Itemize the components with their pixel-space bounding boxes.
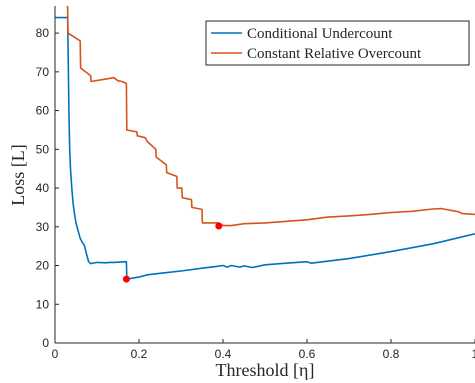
x-tick-label: 1 <box>472 347 475 361</box>
x-tick-label: 0.2 <box>131 347 148 361</box>
y-tick-label: 40 <box>36 181 50 195</box>
y-tick-label: 70 <box>36 65 50 79</box>
series-line-conditional-undercount <box>55 16 475 280</box>
y-tick-label: 80 <box>36 26 50 40</box>
x-axis-label: Threshold [η] <box>216 360 315 380</box>
marker-layer <box>122 222 223 283</box>
minimum-point-marker-conditional-undercount <box>122 275 130 283</box>
legend-label-conditional-undercount: Conditional Undercount <box>247 26 393 42</box>
series-line-constant-relative-overcount <box>66 5 475 227</box>
x-tick-label: 0.8 <box>383 347 400 361</box>
x-tick-label: 0.6 <box>299 347 316 361</box>
legend: Conditional Undercount Constant Relative… <box>205 20 470 66</box>
minimum-point-marker-constant-relative-overcount <box>215 222 223 230</box>
y-tick-label: 50 <box>36 142 50 156</box>
tick-layer: 00.20.40.60.8101020304050607080 <box>36 26 475 361</box>
y-axis-label: Loss [L] <box>8 144 28 206</box>
y-tick-label: 20 <box>36 259 50 273</box>
series-layer <box>55 5 475 280</box>
legend-box <box>205 20 470 66</box>
y-tick-label: 0 <box>42 336 49 350</box>
y-tick-label: 10 <box>36 297 50 311</box>
y-tick-label: 30 <box>36 220 50 234</box>
y-tick-label: 60 <box>36 104 50 118</box>
x-tick-label: 0.4 <box>215 347 232 361</box>
axis-layer <box>54 6 475 344</box>
x-tick-label: 0 <box>52 347 59 361</box>
legend-label-constant-relative-overcount: Constant Relative Overcount <box>247 46 422 62</box>
